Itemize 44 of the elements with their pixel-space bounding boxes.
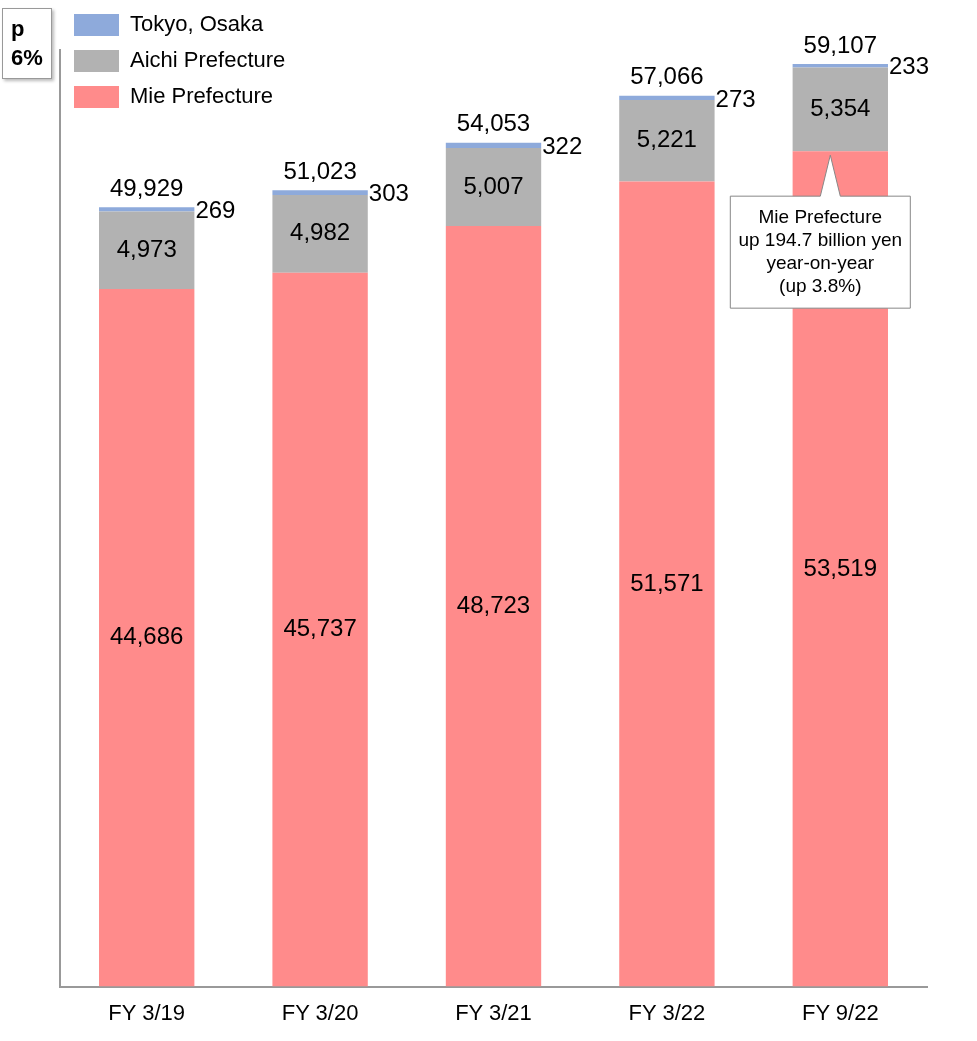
bar — [99, 207, 195, 212]
x-tick-label: FY 3/22 — [628, 999, 706, 1025]
data-label: 5,354 — [810, 94, 871, 122]
bar — [272, 194, 368, 273]
bar — [619, 181, 715, 987]
bar — [272, 272, 368, 987]
x-tick-label: FY 9/22 — [801, 999, 879, 1025]
data-label: 5,007 — [463, 171, 524, 199]
total-label: 57,066 — [630, 62, 704, 90]
bar — [619, 95, 715, 101]
x-tick-label: FY 3/19 — [108, 999, 186, 1025]
data-label: 51,571 — [630, 568, 704, 596]
bar — [792, 63, 888, 68]
total-label: 59,107 — [803, 30, 877, 58]
legend-label: Aichi Prefecture — [130, 47, 286, 73]
data-label: 5,221 — [636, 125, 697, 153]
data-label: 303 — [368, 179, 409, 207]
bar — [445, 142, 542, 148]
bar — [99, 211, 195, 290]
bar — [272, 190, 368, 195]
data-label: 322 — [542, 131, 583, 159]
annotation: Mie Prefecture up 194.7 billion yen year-on-year (up 3.8%) — [738, 205, 903, 296]
legend-label: Tokyo, Osaka — [130, 11, 265, 37]
total-label: 54,053 — [456, 109, 531, 137]
data-label: 53,519 — [803, 553, 877, 581]
total-label: 49,929 — [110, 173, 184, 201]
data-label: 4,982 — [290, 218, 351, 246]
text: p 6% — [2, 8, 52, 80]
x-tick-label: FY 3/21 — [455, 999, 532, 1025]
bar — [99, 289, 195, 987]
bar — [445, 226, 542, 987]
legend-label: Mie Prefecture — [130, 83, 274, 109]
data-label: 273 — [715, 84, 756, 112]
total-label: 51,023 — [283, 156, 357, 184]
bar — [792, 67, 888, 152]
data-label: 45,737 — [283, 614, 357, 642]
x-tick-label: FY 3/20 — [281, 999, 359, 1025]
data-label: 233 — [888, 52, 930, 80]
bar — [619, 100, 715, 182]
bar — [445, 147, 542, 227]
data-label: 4,973 — [116, 234, 177, 262]
data-label: 269 — [195, 195, 236, 223]
data-label: 44,686 — [110, 622, 184, 650]
data-label: 48,723 — [456, 590, 531, 618]
